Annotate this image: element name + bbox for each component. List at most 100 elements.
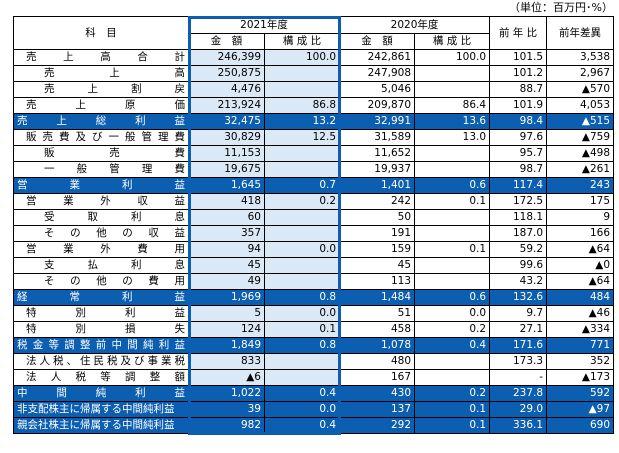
previous-ratio-cell: 0.0	[414, 305, 491, 322]
diff-cell: 243	[546, 177, 615, 194]
yoy-cell: 95.7	[489, 145, 548, 162]
current-amount-cell: 60	[188, 209, 265, 226]
table-row: 非支配株主に帰属する中間純利益 39 0.0 137 0.1 29.0 ▲97	[13, 401, 615, 418]
diff-cell: ▲64	[546, 241, 615, 258]
previous-amount-cell: 191	[339, 225, 416, 242]
current-amount-cell: 418	[188, 193, 265, 210]
current-ratio-cell	[263, 145, 341, 162]
previous-ratio-cell	[414, 81, 491, 98]
previous-amount-cell: 5,046	[339, 81, 416, 98]
yoy-cell: 336.1	[489, 417, 548, 434]
current-ratio-cell: 0.1	[263, 321, 341, 338]
previous-amount-cell: 430	[339, 385, 416, 402]
diff-cell: ▲515	[546, 113, 615, 130]
table-row: 支払利息 45 45 99.6 ▲0	[13, 257, 615, 274]
row-label: 販売費及び一般管理費	[13, 129, 189, 146]
yoy-cell: 171.6	[489, 337, 548, 354]
previous-ratio-cell: 13.6	[414, 113, 491, 130]
previous-ratio-cell	[414, 273, 491, 290]
table-row: 売上原価 213,924 86.8 209,870 86.4 101.9 4,053	[13, 97, 615, 114]
row-label: 売上高	[13, 65, 189, 82]
row-label: 特別利益	[13, 305, 189, 322]
current-amount-cell: 45	[188, 257, 265, 274]
previous-amount-cell: 113	[339, 273, 416, 290]
current-amount-cell: 39	[188, 401, 265, 418]
diff-cell: 484	[546, 289, 615, 306]
current-ratio-cell	[263, 369, 341, 386]
current-ratio-cell: 0.4	[263, 417, 341, 434]
previous-amount-cell: 31,589	[339, 129, 416, 146]
diff-cell: 9	[546, 209, 615, 226]
current-amount-cell: 4,476	[188, 81, 265, 98]
table-row: 受取利息 60 50 118.1 9	[13, 209, 615, 226]
current-ratio-cell: 12.5	[263, 129, 341, 146]
current-ratio-cell	[263, 81, 341, 98]
table-row: 営業外費用 94 0.0 159 0.1 59.2 ▲64	[13, 241, 615, 258]
previous-amount-cell: 137	[339, 401, 416, 418]
table-row: 売上割戻 4,476 5,046 88.7 ▲570	[13, 81, 615, 98]
row-label: 売上割戻	[13, 81, 189, 98]
table-row: 特別損失 124 0.1 458 0.2 27.1 ▲334	[13, 321, 615, 338]
yoy-cell: 43.2	[489, 273, 548, 290]
current-amount-cell: 1,022	[188, 385, 265, 402]
table-row: 一般管理費 19,675 19,937 98.7 ▲261	[13, 161, 615, 178]
yoy-cell: 9.7	[489, 305, 548, 322]
current-amount-cell: 982	[188, 417, 265, 434]
row-label: 法人税、住民税及び事業税	[13, 353, 189, 370]
previous-ratio-cell	[414, 369, 491, 386]
row-label: 売上高合計	[13, 49, 189, 66]
table-row: その他の収益 357 191 187.0 166	[13, 225, 615, 242]
previous-ratio-cell	[414, 225, 491, 242]
diff-cell: 592	[546, 385, 615, 402]
current-amount-cell: 11,153	[188, 145, 265, 162]
diff-cell: 352	[546, 353, 615, 370]
yoy-cell: 117.4	[489, 177, 548, 194]
current-ratio-cell: 0.4	[263, 385, 341, 402]
previous-amount-cell: 242,861	[339, 49, 416, 66]
current-ratio-cell	[263, 353, 341, 370]
previous-amount-cell: 242	[339, 193, 416, 210]
diff-cell: 771	[546, 337, 615, 354]
current-amount-cell: 246,399	[188, 49, 265, 66]
previous-ratio-cell	[414, 353, 491, 370]
previous-ratio-cell: 0.1	[414, 193, 491, 210]
previous-amount-cell: 32,991	[339, 113, 416, 130]
yoy-cell: 29.0	[489, 401, 548, 418]
diff-cell: 2,967	[546, 65, 615, 82]
diff-cell: ▲0	[546, 257, 615, 274]
row-label: 経常利益	[13, 289, 189, 306]
yoy-cell: 98.4	[489, 113, 548, 130]
current-year-header: 2021年度	[187, 16, 341, 34]
row-label: その他の収益	[13, 225, 189, 242]
previous-ratio-cell: 0.6	[414, 177, 491, 194]
previous-ratio-cell	[414, 257, 491, 274]
previous-amount-cell: 1,078	[339, 337, 416, 354]
yoy-cell: 132.6	[489, 289, 548, 306]
table-row: 親会社株主に帰属する中間純利益 982 0.4 292 0.1 336.1 690	[13, 417, 615, 434]
row-label: 法人税等調整額	[13, 369, 189, 386]
current-amount-cell: 1,849	[188, 337, 265, 354]
row-label: 支払利息	[13, 257, 189, 274]
yoy-cell: 118.1	[489, 209, 548, 226]
table-row: その他の費用 49 113 43.2 ▲64	[13, 273, 615, 290]
current-ratio-cell: 0.0	[263, 241, 341, 258]
yoy-cell: 187.0	[489, 225, 548, 242]
previous-ratio-cell: 0.1	[414, 241, 491, 258]
current-ratio-cell	[263, 161, 341, 178]
current-amount-cell: 5	[188, 305, 265, 322]
previous-amount-header: 金 額	[339, 33, 416, 50]
current-ratio-cell: 0.0	[263, 401, 341, 418]
table-row: 法人税、住民税及び事業税 833 480 173.3 352	[13, 353, 615, 370]
previous-ratio-cell	[414, 145, 491, 162]
yoy-cell: 99.6	[489, 257, 548, 274]
current-amount-cell: 357	[188, 225, 265, 242]
previous-amount-cell: 1,484	[339, 289, 416, 306]
row-label: 一般管理費	[13, 161, 189, 178]
row-label: 営業利益	[13, 177, 189, 194]
diff-cell: ▲498	[546, 145, 615, 162]
current-ratio-cell	[263, 209, 341, 226]
current-ratio-cell: 0.7	[263, 177, 341, 194]
current-amount-cell: 30,829	[188, 129, 265, 146]
previous-amount-cell: 480	[339, 353, 416, 370]
current-ratio-cell	[263, 257, 341, 274]
